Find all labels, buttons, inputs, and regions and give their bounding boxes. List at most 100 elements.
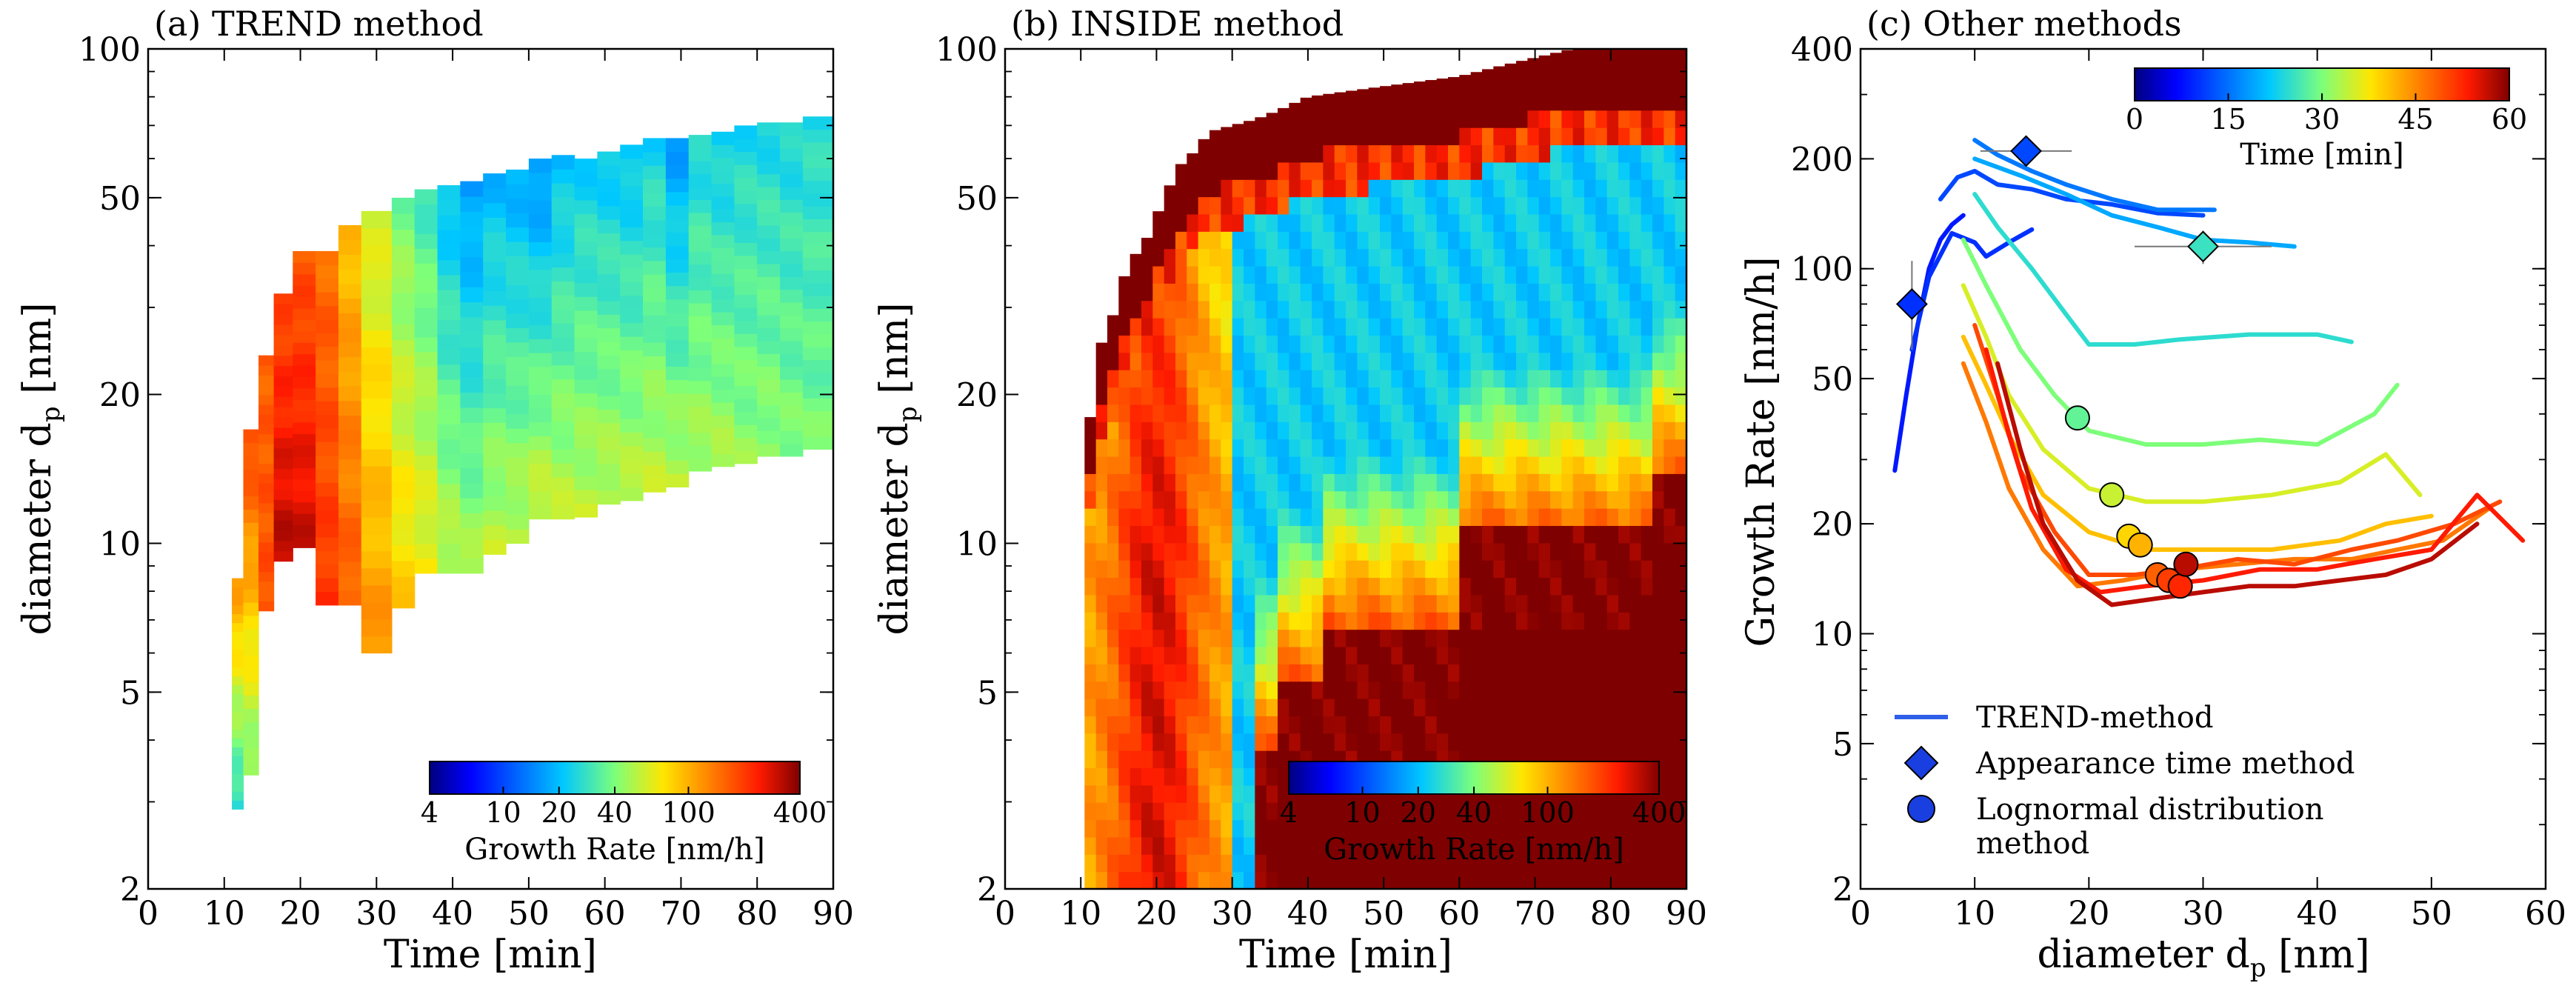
panel-a-cell [273, 499, 293, 510]
panel-b-cell [1595, 387, 1608, 405]
panel-b-cell [1572, 854, 1585, 873]
panel-b-cell [1312, 283, 1324, 301]
panel-b-cell [1470, 421, 1483, 440]
panel-b-cell [1278, 802, 1289, 821]
panel-b-cell [1675, 767, 1687, 786]
panel-b-cell [1129, 265, 1142, 284]
panel-b-cell [1561, 179, 1574, 198]
panel-b-cell [1334, 110, 1347, 128]
panel-b-cell [1346, 629, 1358, 647]
panel-b-cell [1152, 387, 1165, 405]
panel-b-cell [1095, 594, 1108, 613]
panel-b-cell [1107, 836, 1119, 855]
panel-b-cell [1561, 265, 1574, 284]
panel-b-cell [1606, 127, 1619, 146]
panel-b-cell [1402, 161, 1415, 180]
panel-b-cell [1414, 93, 1426, 111]
panel-b-cell [1312, 265, 1324, 284]
panel-a-cell [734, 229, 758, 243]
panel-b-cell [1278, 784, 1289, 803]
panel-b-cell [1493, 370, 1506, 388]
panel-b-cell [1675, 733, 1687, 751]
panel-b-cell [1244, 716, 1255, 734]
panel-b-cell [1300, 508, 1312, 527]
panel-b-cell [1572, 161, 1585, 180]
panel-b-cell [1425, 421, 1438, 440]
panel-b-y-tick-label: 5 [977, 674, 998, 712]
panel-b-cell [1118, 525, 1131, 544]
panel-a-cell [316, 510, 339, 524]
panel-b-heatmap [1084, 49, 1687, 890]
panel-b-cell [1232, 560, 1244, 579]
panel-b-cell [1527, 370, 1540, 388]
panel-b-cell [1618, 836, 1630, 855]
panel-b-cell [1629, 76, 1642, 93]
panel-a-cell [273, 530, 293, 541]
panel-a-cell [620, 309, 644, 324]
panel-b-cell [1187, 265, 1199, 284]
panel-a-cell [574, 282, 598, 297]
panel-b-cell [1391, 560, 1404, 579]
panel-a-cell [688, 380, 713, 394]
panel-b-cell [1448, 387, 1460, 405]
panel-b-cell [1221, 335, 1233, 353]
panel-b-cell [1084, 612, 1097, 630]
panel-b-cell [1436, 525, 1449, 544]
panel-b-cell [1572, 421, 1585, 440]
panel-b-cell [1300, 819, 1312, 838]
panel-b-cell [1664, 716, 1676, 734]
panel-b-cell [1368, 248, 1381, 267]
panel-b-cell [1538, 352, 1551, 370]
panel-b-cell [1629, 265, 1642, 284]
panel-b-cell [1312, 716, 1324, 734]
panel-a-cell [338, 385, 362, 401]
panel-a-cell [802, 180, 834, 194]
panel-b-cell [1107, 525, 1119, 544]
panel-b-cell [1561, 629, 1574, 647]
panel-a-cell [483, 334, 507, 350]
panel-b-cell [1221, 404, 1233, 422]
panel-b-cell [1516, 76, 1528, 93]
panel-a-cell [597, 287, 621, 301]
panel-c-colorbar-tick-label: 15 [2210, 103, 2246, 136]
panel-c-lognormal-point [2173, 551, 2199, 577]
panel-a-cell [757, 238, 781, 252]
panel-b-cell [1095, 404, 1108, 422]
panel-b-cell [1141, 404, 1153, 422]
panel-b-cell [1425, 387, 1438, 405]
panel-b-cell [1232, 871, 1244, 890]
panel-b-cell [1255, 318, 1267, 336]
panel-b-cell [1187, 767, 1199, 786]
panel-b-cell [1266, 113, 1278, 128]
panel-b-cell [1516, 61, 1528, 76]
panel-a-cell [391, 355, 416, 372]
panel-b-cell [1334, 871, 1347, 890]
panel-a-cell [688, 393, 713, 407]
panel-a-cell [643, 138, 667, 153]
panel-b-cell [1300, 370, 1312, 388]
panel-b-cell [1504, 681, 1517, 699]
panel-a-cell [574, 241, 598, 256]
panel-b-cell [1244, 456, 1255, 474]
panel-a-cell [506, 256, 530, 271]
panel-b-cell [1504, 196, 1517, 215]
panel-b-cell [1084, 439, 1097, 457]
panel-a-cell [437, 334, 461, 350]
panel-a-cell [551, 407, 575, 421]
panel-b-cell [1595, 231, 1608, 250]
panel-b-cell [1266, 352, 1278, 370]
panel-b-cell [1516, 213, 1528, 232]
panel-b-cell [1664, 352, 1676, 370]
panel-a-cell [361, 636, 393, 654]
panel-a-cell [258, 375, 275, 386]
panel-b-cell [1550, 871, 1562, 890]
panel-b-cell [1482, 318, 1494, 336]
panel-b-cell [1232, 213, 1244, 232]
panel-a-cell [551, 504, 575, 520]
panel-a-cell [574, 461, 598, 476]
panel-b-cell [1289, 646, 1301, 664]
panel-b-cell [1357, 248, 1369, 267]
panel-b-cell [1414, 699, 1426, 716]
panel-b-cell [1391, 542, 1404, 561]
panel-b-cell [1448, 352, 1460, 370]
